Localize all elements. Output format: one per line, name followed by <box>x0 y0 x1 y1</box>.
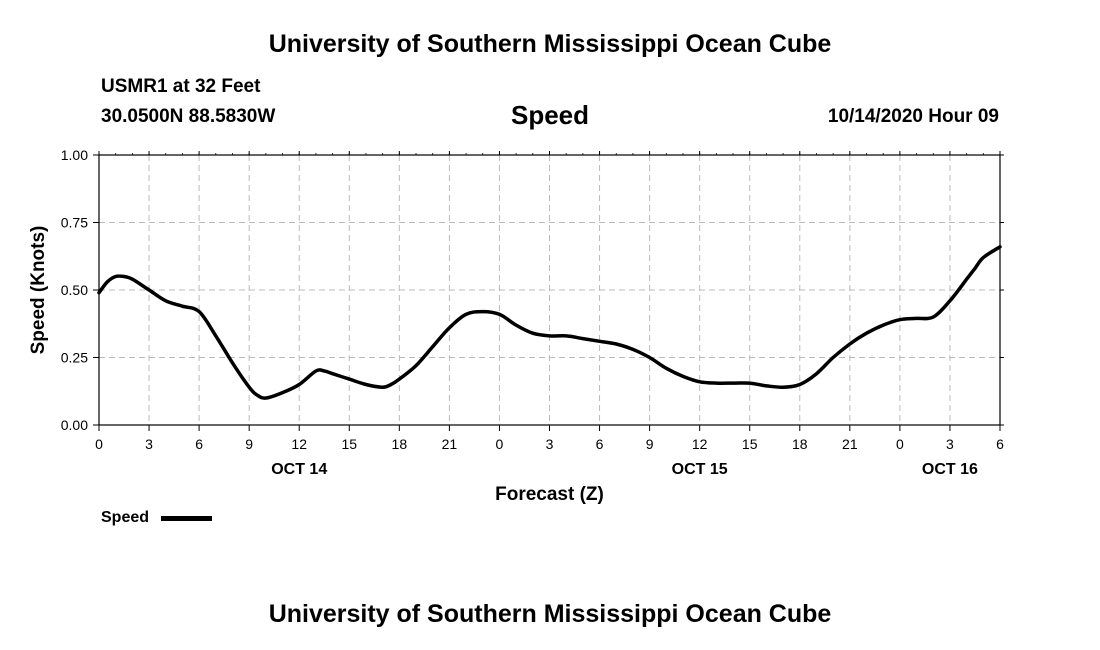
x-tick-label: 18 <box>792 436 808 452</box>
x-tick-label: 3 <box>546 436 554 452</box>
x-tick-label: 6 <box>996 436 1004 452</box>
legend-swatch <box>161 516 212 521</box>
chart-title: Speed <box>510 100 590 130</box>
x-tick-label: 3 <box>946 436 954 452</box>
x-tick-label: 0 <box>896 436 904 452</box>
x-tick-label: 12 <box>291 436 307 452</box>
x-tick-label: 12 <box>692 436 708 452</box>
x-date-label: OCT 14 <box>271 461 327 478</box>
y-tick-label: 0.25 <box>61 350 88 366</box>
x-tick-label: 6 <box>195 436 203 452</box>
y-axis-label: Speed (Knots) <box>28 226 49 355</box>
series-line-speed <box>97 245 1002 400</box>
timestamp-label: 10/14/2020 Hour 09 <box>827 106 999 127</box>
x-date-label: OCT 15 <box>672 461 728 478</box>
x-tick-label: 6 <box>596 436 604 452</box>
x-tick-label: 15 <box>742 436 758 452</box>
footer-title: University of Southern Mississippi Ocean… <box>268 600 832 628</box>
y-tick-label: 0.00 <box>61 417 88 433</box>
x-date-label: OCT 16 <box>922 461 978 478</box>
x-tick-label: 21 <box>842 436 858 452</box>
y-tick-label: 0.50 <box>61 282 88 298</box>
x-tick-label: 15 <box>341 436 357 452</box>
x-tick-label: 21 <box>442 436 458 452</box>
x-tick-label: 9 <box>245 436 253 452</box>
station-label: USMR1 at 32 Feet <box>101 76 261 97</box>
y-tick-label: 0.75 <box>61 215 88 231</box>
x-tick-label: 0 <box>95 436 103 452</box>
x-tick-label: 9 <box>646 436 654 452</box>
x-axis-label: Forecast (Z) <box>495 484 604 505</box>
y-tick-label: 1.00 <box>61 147 88 163</box>
x-tick-label: 3 <box>145 436 153 452</box>
location-label: 30.0500N 88.5830W <box>101 106 276 127</box>
x-tick-label: 18 <box>392 436 408 452</box>
legend-label: Speed <box>101 509 150 526</box>
page-title: University of Southern Mississippi Ocean… <box>268 30 832 58</box>
x-tick-label: 0 <box>496 436 504 452</box>
